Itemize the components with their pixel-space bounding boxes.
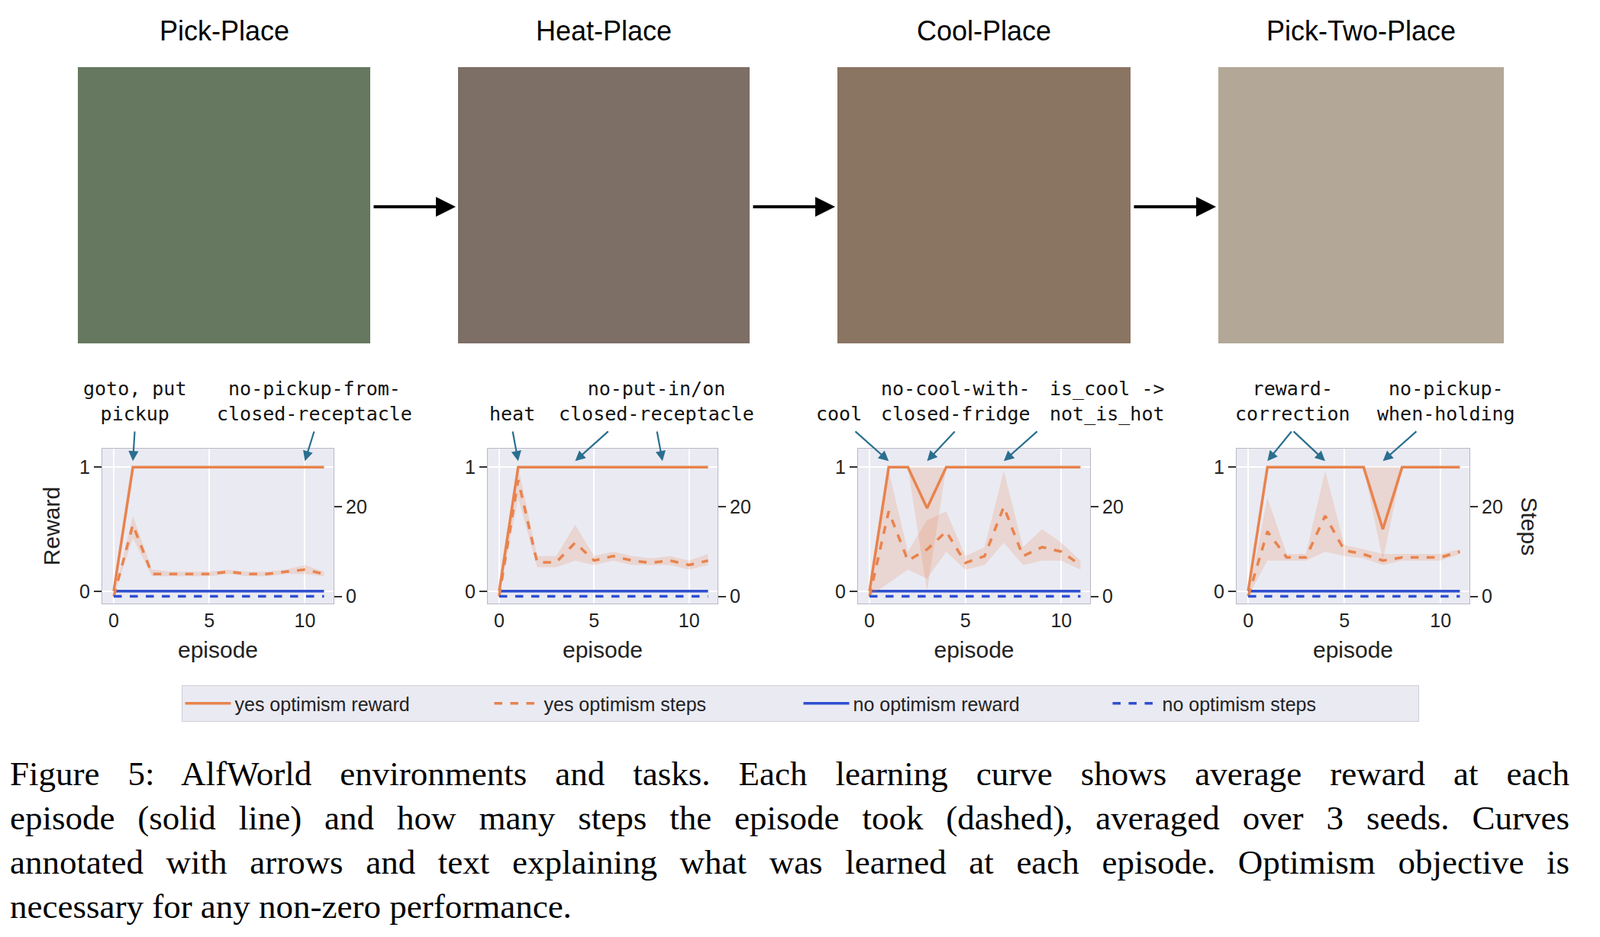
svg-text:10: 10 xyxy=(1429,609,1452,632)
svg-text:20: 20 xyxy=(1102,496,1124,518)
svg-text:0: 0 xyxy=(864,609,875,632)
svg-text:20: 20 xyxy=(1481,496,1504,518)
svg-text:heat: heat xyxy=(489,403,536,426)
html-text:necessary for any non-zero per: necessary for any non-zero performance. xyxy=(9,887,572,926)
svg-text:10: 10 xyxy=(294,609,317,632)
svg-text:0: 0 xyxy=(835,580,846,603)
svg-text:1: 1 xyxy=(835,456,846,478)
svg-text:Heat-Place: Heat-Place xyxy=(535,15,672,47)
html-text:Figure 5: AlfWorld environment: Figure 5: AlfWorld environments and task… xyxy=(9,754,1570,794)
svg-text:5: 5 xyxy=(960,609,971,632)
svg-text:0: 0 xyxy=(493,609,505,632)
svg-text:0: 0 xyxy=(1242,609,1254,632)
svg-text:is_cool ->not_is_hot: is_cool ->not_is_hot xyxy=(1049,377,1165,426)
svg-text:20: 20 xyxy=(345,496,368,518)
svg-text:no optimism reward: no optimism reward xyxy=(853,693,1020,716)
svg-text:Pick-Two-Place: Pick-Two-Place xyxy=(1266,15,1456,47)
svg-text:0: 0 xyxy=(79,580,91,603)
svg-text:10: 10 xyxy=(678,609,700,632)
html-text:annotated with arrows and text: annotated with arrows and text explainin… xyxy=(9,843,1570,882)
svg-text:1: 1 xyxy=(464,456,476,478)
html-text:episode (solid line) and how m: episode (solid line) and how many steps … xyxy=(9,799,1570,838)
svg-text:reward-correction: reward-correction xyxy=(1235,377,1351,426)
svg-text:0: 0 xyxy=(729,585,741,607)
svg-text:goto, putpickup: goto, putpickup xyxy=(83,377,187,426)
svg-text:0: 0 xyxy=(1481,585,1493,607)
svg-text:cool: cool xyxy=(816,403,862,426)
svg-text:0: 0 xyxy=(1102,585,1113,607)
svg-text:Cool-Place: Cool-Place xyxy=(916,15,1052,47)
svg-text:20: 20 xyxy=(729,496,752,518)
svg-text:10: 10 xyxy=(1050,609,1072,632)
svg-text:no optimism steps: no optimism steps xyxy=(1162,693,1317,716)
svg-text:yes optimism reward: yes optimism reward xyxy=(235,693,410,716)
svg-text:0: 0 xyxy=(464,580,476,603)
svg-text:episode: episode xyxy=(562,637,643,663)
svg-text:0: 0 xyxy=(108,609,120,632)
svg-text:5: 5 xyxy=(203,609,215,632)
svg-text:Steps: Steps xyxy=(1516,497,1542,557)
svg-text:Pick-Place: Pick-Place xyxy=(159,15,290,47)
svg-text:no-pickup-from-closed-receptac: no-pickup-from-closed-receptacle xyxy=(216,377,413,426)
svg-text:1: 1 xyxy=(1213,456,1225,478)
svg-text:yes optimism steps: yes optimism steps xyxy=(544,693,707,716)
svg-text:episode: episode xyxy=(933,637,1014,663)
svg-text:episode: episode xyxy=(177,637,259,663)
svg-text:Reward: Reward xyxy=(38,487,65,566)
svg-text:episode: episode xyxy=(1312,637,1394,663)
svg-text:1: 1 xyxy=(79,456,91,478)
svg-text:0: 0 xyxy=(345,585,357,607)
svg-text:5: 5 xyxy=(1338,609,1350,632)
svg-text:no-pickup-when-holding: no-pickup-when-holding xyxy=(1377,377,1516,426)
svg-text:5: 5 xyxy=(588,609,600,632)
svg-text:no-cool-with-closed-fridge: no-cool-with-closed-fridge xyxy=(880,377,1031,426)
svg-text:no-put-in/onclosed-receptacle: no-put-in/onclosed-receptacle xyxy=(558,377,755,426)
svg-text:0: 0 xyxy=(1213,580,1225,603)
